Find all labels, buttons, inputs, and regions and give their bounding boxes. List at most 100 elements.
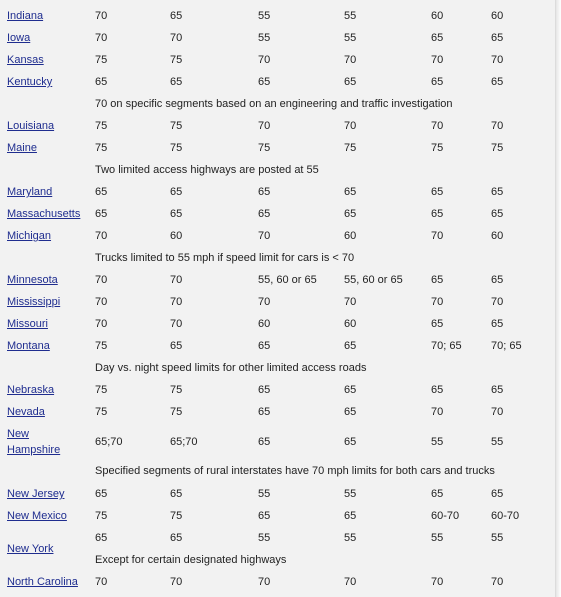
value-cell: 65 (95, 532, 108, 544)
value-cell: 60 (491, 10, 504, 22)
value-cell: 55 (491, 532, 504, 544)
note-text: Two limited access highways are posted a… (95, 164, 319, 176)
state-cell[interactable]: Mississippi (7, 296, 60, 309)
value-cell: 65 (431, 318, 444, 330)
state-cell[interactable]: Kansas (7, 54, 44, 67)
value-cell: 70 (431, 120, 444, 132)
value-cell: 70 (344, 576, 357, 588)
value-cell: 75 (170, 54, 183, 66)
state-link[interactable]: New York (7, 543, 54, 555)
value-cell: 65;70 (170, 436, 198, 448)
value-cell: 70 (258, 296, 271, 308)
state-link[interactable]: North Carolina (7, 576, 78, 588)
value-cell: 75 (95, 510, 108, 522)
value-cell: 55 (258, 10, 271, 22)
state-cell[interactable]: Louisiana (7, 120, 54, 133)
state-link[interactable]: Nevada (7, 406, 45, 418)
value-cell: 65 (170, 10, 183, 22)
value-cell: 55 (491, 436, 504, 448)
state-link[interactable]: Maine (7, 142, 37, 154)
state-link[interactable]: Minnesota (7, 274, 58, 286)
value-cell: 75 (344, 142, 357, 154)
state-link[interactable]: Nebraska (7, 384, 55, 396)
note-text: 70 on specific segments based on an engi… (95, 98, 453, 110)
value-cell: 65 (170, 76, 183, 88)
value-cell: 65 (431, 76, 444, 88)
state-cell[interactable]: New Jersey (7, 488, 64, 501)
value-cell: 70; 65 (491, 340, 522, 352)
state-cell[interactable]: Minnesota (7, 274, 58, 287)
value-cell: 65 (95, 186, 108, 198)
state-link[interactable]: Maryland (7, 186, 53, 198)
value-cell: 75 (170, 384, 183, 396)
value-cell: 55 (344, 532, 357, 544)
value-cell: 65 (491, 208, 504, 220)
value-cell: 75 (95, 340, 108, 352)
value-cell: 70 (491, 406, 504, 418)
value-cell: 75 (95, 384, 108, 396)
state-cell[interactable]: New Mexico (7, 510, 67, 523)
state-link[interactable]: Kansas (7, 54, 44, 66)
state-cell[interactable]: Massachusetts (7, 208, 80, 221)
state-link[interactable]: Massachusetts (7, 208, 81, 220)
value-cell: 65 (431, 488, 444, 500)
state-link[interactable]: Michigan (7, 230, 52, 242)
state-cell[interactable]: Iowa (7, 32, 30, 45)
state-link[interactable]: Indiana (7, 10, 44, 22)
value-cell: 70 (170, 318, 183, 330)
state-cell[interactable]: New York (7, 543, 53, 556)
state-link[interactable]: Montana (7, 340, 50, 352)
value-cell: 65 (258, 406, 271, 418)
value-cell: 65 (344, 186, 357, 198)
value-cell: 65 (431, 208, 444, 220)
state-cell[interactable]: Montana (7, 340, 50, 353)
state-cell[interactable]: Nevada (7, 406, 45, 419)
value-cell: 65 (170, 532, 183, 544)
state-cell[interactable]: Nebraska (7, 384, 54, 397)
value-cell: 65 (258, 76, 271, 88)
value-cell: 65 (344, 76, 357, 88)
state-link[interactable]: New Jersey (7, 488, 65, 500)
state-link[interactable]: Kentucky (7, 76, 53, 88)
value-cell: 70 (431, 406, 444, 418)
value-cell: 75 (170, 406, 183, 418)
value-cell: 70 (170, 274, 183, 286)
value-cell: 70 (344, 296, 357, 308)
value-cell: 60 (431, 10, 444, 22)
value-cell: 65 (95, 488, 108, 500)
value-cell: 70 (95, 296, 108, 308)
value-cell: 70 (491, 54, 504, 66)
state-link[interactable]: Iowa (7, 32, 31, 44)
value-cell: 60 (170, 230, 183, 242)
value-cell: 60-70 (431, 510, 460, 522)
value-cell: 65 (258, 208, 271, 220)
state-link[interactable]: Mississippi (7, 296, 61, 308)
state-link[interactable]: Louisiana (7, 120, 55, 132)
state-cell[interactable]: Indiana (7, 10, 43, 23)
state-cell[interactable]: Kentucky (7, 76, 52, 89)
state-cell[interactable]: Missouri (7, 318, 48, 331)
value-cell: 65 (258, 436, 271, 448)
state-link[interactable]: Missouri (7, 318, 48, 330)
value-cell: 65 (95, 208, 108, 220)
value-cell: 65 (344, 384, 357, 396)
state-cell[interactable]: Maryland (7, 186, 52, 199)
state-cell[interactable]: New (7, 428, 29, 441)
value-cell: 65 (258, 510, 271, 522)
state-link[interactable]: New Mexico (7, 510, 67, 522)
value-cell: 75 (95, 142, 108, 154)
value-cell: 65 (258, 340, 271, 352)
value-cell: 70 (95, 318, 108, 330)
state-cell[interactable]: Michigan (7, 230, 51, 243)
value-cell: 55 (258, 488, 271, 500)
value-cell: 65 (170, 186, 183, 198)
state-cell[interactable]: Hampshire (7, 444, 60, 457)
value-cell: 65 (491, 186, 504, 198)
state-link[interactable]: Hampshire (7, 444, 61, 456)
value-cell: 65 (491, 76, 504, 88)
state-cell[interactable]: North Carolina (7, 576, 78, 589)
value-cell: 55 (344, 488, 357, 500)
state-cell[interactable]: Maine (7, 142, 37, 155)
value-cell: 65 (170, 340, 183, 352)
state-link[interactable]: New (7, 428, 30, 440)
